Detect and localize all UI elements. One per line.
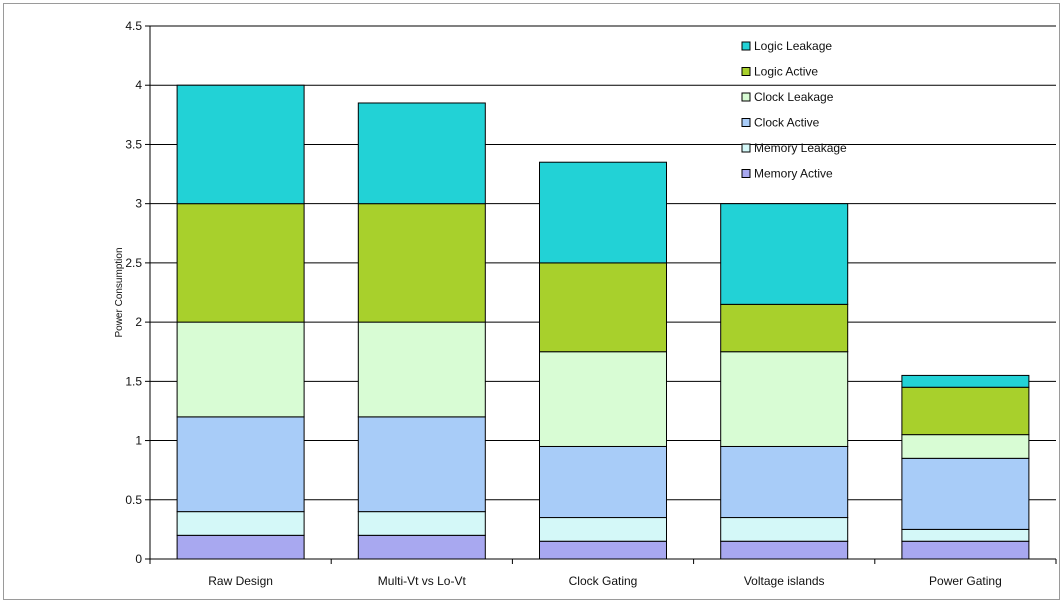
y-tick-label: 4	[135, 78, 142, 92]
bar-logic-leakage-multi-vt-vs-lo-vt	[357, 102, 486, 205]
legend-swatch-clock-leakage	[741, 92, 751, 102]
chart-frame: 0 0.5 1 1.5 2 2.5 3 3.5 4 4.5 Raw Design Multi-Vt …	[3, 3, 1060, 600]
bar-memory-leakage-voltage-islands	[720, 517, 849, 542]
y-tick-label: 1	[135, 434, 142, 448]
x-category-labels: Raw Design Multi-Vt vs Lo-Vt Clock Gating V…	[208, 574, 1002, 588]
bar-memory-active-power-gating	[901, 540, 1030, 560]
y-tick-labels: 0 0.5 1 1.5 2 2.5 3 3.5 4 4.5	[125, 19, 142, 566]
legend-swatch-clock-active	[741, 118, 751, 127]
legend-label-logic-active: Logic Active	[754, 65, 818, 79]
bar-clock-leakage-power-gating	[901, 434, 1030, 459]
bar-logic-leakage-power-gating	[901, 374, 1030, 388]
bar-memory-active-voltage-islands	[720, 540, 849, 560]
bar-memory-leakage-power-gating	[901, 528, 1030, 542]
bar-logic-leakage-voltage-islands	[720, 203, 849, 305]
y-tick-label: 0	[135, 552, 142, 566]
x-category-label: Multi-Vt vs Lo-Vt	[378, 574, 467, 588]
bar-memory-active-raw-design	[176, 534, 305, 560]
bar-logic-leakage-raw-design	[176, 84, 305, 205]
y-tick-label: 4.5	[125, 19, 142, 33]
bar-memory-leakage-raw-design	[176, 511, 305, 536]
bar-logic-active-power-gating	[901, 386, 1030, 436]
axes	[145, 25, 1057, 564]
bar-clock-active-voltage-islands	[720, 445, 849, 519]
bar-logic-active-clock-gating	[539, 262, 667, 353]
y-tick-label: 3.5	[125, 137, 142, 151]
legend-label-clock-leakage: Clock Leakage	[754, 90, 834, 104]
legend-swatch-logic-leakage	[741, 41, 751, 51]
bar-clock-leakage-multi-vt-vs-lo-vt	[357, 321, 486, 418]
bar-memory-active-multi-vt-vs-lo-vt	[357, 534, 486, 560]
stacked-bar-chart: 0 0.5 1 1.5 2 2.5 3 3.5 4 4.5 Raw Design Multi-Vt …	[114, 19, 1057, 588]
legend-swatch-memory-active	[741, 169, 751, 178]
bar-clock-leakage-raw-design	[176, 321, 305, 418]
bar-logic-active-voltage-islands	[720, 303, 849, 353]
legend: Logic Leakage Logic Active Clock Leakage Cl…	[741, 39, 847, 181]
bar-clock-active-clock-gating	[539, 445, 667, 519]
y-axis-title: Power Consumption	[114, 247, 125, 337]
y-tick-label: 2	[135, 315, 142, 329]
legend-label-clock-active: Clock Active	[754, 116, 820, 130]
bar-logic-active-multi-vt-vs-lo-vt	[357, 203, 486, 323]
y-tick-label: 3	[135, 197, 142, 211]
x-category-label: Power Gating	[929, 574, 1002, 588]
bar-memory-leakage-multi-vt-vs-lo-vt	[357, 511, 486, 536]
legend-label-memory-active: Memory Active	[754, 167, 833, 181]
y-tick-label: 2.5	[125, 256, 142, 270]
bar-memory-leakage-clock-gating	[539, 517, 667, 542]
x-category-label: Voltage islands	[744, 574, 825, 588]
bar-clock-leakage-voltage-islands	[720, 351, 849, 447]
bar-logic-leakage-clock-gating	[539, 161, 667, 264]
legend-swatch-logic-active	[741, 67, 751, 76]
bars	[176, 84, 1030, 560]
bar-clock-active-power-gating	[901, 457, 1030, 530]
legend-label-logic-leakage: Logic Leakage	[754, 39, 832, 53]
legend-label-memory-leakage: Memory Leakage	[754, 141, 847, 155]
bar-logic-active-raw-design	[176, 203, 305, 323]
x-category-label: Raw Design	[208, 574, 273, 588]
bar-memory-active-clock-gating	[539, 540, 667, 560]
bar-clock-leakage-clock-gating	[539, 351, 667, 447]
y-tick-label: 0.5	[125, 493, 142, 507]
legend-swatch-memory-leakage	[741, 143, 751, 153]
bar-clock-active-raw-design	[176, 416, 305, 513]
bar-clock-active-multi-vt-vs-lo-vt	[357, 416, 486, 513]
x-category-label: Clock Gating	[569, 574, 638, 588]
y-tick-label: 1.5	[125, 374, 142, 388]
